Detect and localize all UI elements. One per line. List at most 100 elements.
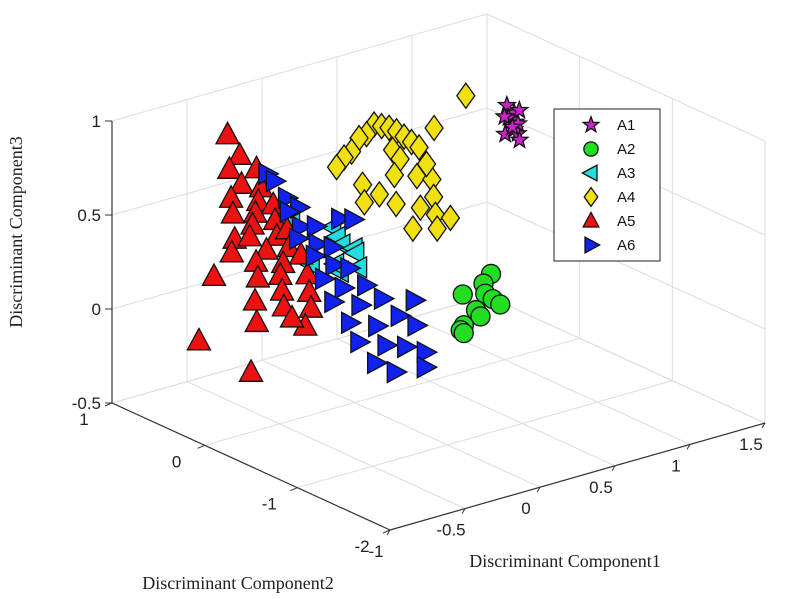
z-tick-label: 0.5 xyxy=(77,206,101,225)
data-point-A6 xyxy=(314,267,337,291)
grid-line xyxy=(111,107,488,216)
legend-marker-A6 xyxy=(584,236,601,254)
x-tick-label: 0.5 xyxy=(589,478,613,497)
data-point-A5 xyxy=(216,155,243,179)
grid-line xyxy=(111,295,488,404)
grid-line xyxy=(204,337,580,446)
grid-line xyxy=(186,381,466,510)
x-tick-mark xyxy=(761,422,766,429)
grid-line xyxy=(486,201,766,330)
data-point-A6 xyxy=(305,244,328,268)
data-point-A4 xyxy=(369,180,390,208)
data-point-A5 xyxy=(214,120,241,145)
series-A2 xyxy=(450,263,511,344)
x-tick-label: -1 xyxy=(368,542,383,561)
legend-label-A2: A2 xyxy=(617,141,635,158)
data-point-A6 xyxy=(279,200,302,224)
grid-line xyxy=(261,359,541,488)
data-point-A2 xyxy=(490,294,511,315)
data-point-A4 xyxy=(384,161,405,189)
data-point-A4 xyxy=(326,153,347,181)
data-point-A6 xyxy=(340,256,362,280)
data-point-A6 xyxy=(331,207,353,231)
tick-labels: -1-0.500.511.5-2-101-0.500.51 xyxy=(72,112,763,561)
data-point-A6 xyxy=(373,287,396,311)
z-tick-label: -0.5 xyxy=(72,394,101,413)
z-tick-label: 0 xyxy=(92,300,101,319)
x-tick-label: 0 xyxy=(521,499,530,518)
data-point-A6 xyxy=(407,313,429,338)
z-tick-label: 1 xyxy=(92,112,101,131)
data-point-A5 xyxy=(238,358,264,382)
series-A6 xyxy=(258,162,439,384)
data-point-A6 xyxy=(323,235,346,259)
data-point-A2 xyxy=(453,322,474,344)
legend-marker-A2 xyxy=(583,141,599,157)
data-point-A5 xyxy=(220,200,246,224)
x-tick-label: 1 xyxy=(671,456,680,475)
legend-items: A1 A2 A3 A4 A5 A6 xyxy=(581,114,635,254)
data-point-A6 xyxy=(334,276,357,300)
data-point-A6 xyxy=(350,330,372,354)
data-point-A2 xyxy=(452,284,473,305)
x-tick-label: 1.5 xyxy=(739,435,763,454)
data-point-A3 xyxy=(342,241,365,265)
data-point-A6 xyxy=(416,340,439,364)
data-point-A5 xyxy=(228,170,255,194)
data-point-A5 xyxy=(219,239,245,263)
data-point-A6 xyxy=(377,333,399,357)
x-tick-mark xyxy=(611,465,616,472)
data-point-A4 xyxy=(403,215,423,243)
y-tick-label: 1 xyxy=(79,410,88,429)
axes-grid xyxy=(104,13,766,536)
data-point-A6 xyxy=(344,207,366,232)
y-axis-line xyxy=(111,402,391,531)
data-point-A6 xyxy=(288,227,311,251)
data-point-A2 xyxy=(470,306,491,327)
grid-line xyxy=(297,380,673,489)
data-point-A5 xyxy=(242,287,268,311)
legend-box xyxy=(553,108,661,262)
x-axis-title: Discriminant Component1 xyxy=(469,551,660,571)
data-point-A4 xyxy=(386,190,406,218)
x-axis-line xyxy=(389,422,766,531)
data-point-A5 xyxy=(237,222,263,247)
legend-label-A1: A1 xyxy=(617,117,635,134)
data-point-A1 xyxy=(494,105,515,126)
data-point-A6 xyxy=(351,293,373,317)
data-point-A6 xyxy=(416,355,439,379)
grid-line xyxy=(486,13,766,142)
data-point-A1 xyxy=(509,129,530,149)
data-point-A5 xyxy=(186,327,212,351)
data-point-A6 xyxy=(405,288,428,312)
y-axis-title: Discriminant Component2 xyxy=(142,573,333,593)
legend-marker-A5 xyxy=(582,211,600,228)
legend: A1 A2 A3 A4 A5 A6 xyxy=(553,108,661,262)
grid-line xyxy=(111,13,488,122)
legend-marker-A4 xyxy=(583,186,599,208)
x-tick-mark xyxy=(686,444,691,450)
data-point-A1 xyxy=(502,116,523,136)
legend-label-A4: A4 xyxy=(617,189,635,206)
data-point-A5 xyxy=(244,308,270,333)
data-point-A6 xyxy=(306,214,329,238)
grid-line xyxy=(486,295,766,424)
data-point-A6 xyxy=(340,311,363,335)
data-point-A5 xyxy=(298,294,324,318)
y-tick-label: -1 xyxy=(262,495,277,514)
data-point-A5 xyxy=(201,262,227,287)
data-point-A6 xyxy=(265,169,288,193)
y-tick-label: 0 xyxy=(172,452,181,471)
data-point-A4 xyxy=(427,214,447,243)
x-tick-mark xyxy=(536,486,541,493)
data-point-A6 xyxy=(324,290,346,314)
data-point-A4 xyxy=(416,150,437,178)
legend-marker-A1 xyxy=(581,114,601,134)
data-point-A6 xyxy=(357,273,379,297)
x-tick-mark xyxy=(461,508,466,514)
series-A4 xyxy=(326,82,476,243)
y-tick-mark xyxy=(197,444,205,449)
data-point-A4 xyxy=(354,188,375,217)
data-point-A1 xyxy=(509,99,530,120)
